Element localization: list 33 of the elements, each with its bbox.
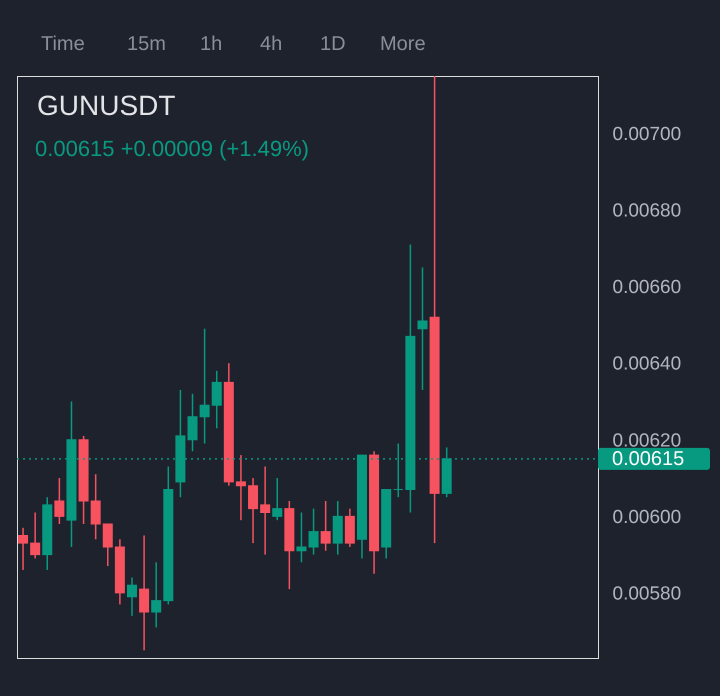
candlestick — [90, 473, 101, 540]
candlestick — [248, 477, 258, 544]
candlestick — [320, 500, 331, 552]
y-tick-label: 0.00660 — [612, 277, 682, 298]
candlestick — [200, 328, 210, 444]
candlestick — [102, 523, 113, 567]
candlestick — [212, 370, 222, 430]
candlestick — [18, 527, 28, 571]
text: 1D — [320, 33, 346, 55]
candlestick — [417, 266, 428, 391]
candlestick — [188, 393, 198, 452]
y-tick-label: 0.00640 — [612, 354, 682, 375]
y-tick-label: 0.00600 — [612, 506, 682, 528]
candlestick — [272, 477, 282, 521]
y-tick-label: 0.00580 — [612, 583, 682, 604]
candlestick — [151, 562, 162, 628]
text: 1h — [200, 33, 222, 55]
candlestick — [126, 576, 137, 617]
text: 4h — [260, 33, 282, 55]
text: More — [380, 33, 426, 55]
candlestick — [260, 466, 270, 556]
candlestick — [308, 508, 319, 556]
candlestick — [296, 512, 306, 564]
candlestick — [54, 477, 64, 525]
text: Time — [41, 33, 85, 55]
candlestick — [30, 512, 40, 560]
y-tick-label: 0.00700 — [612, 124, 682, 145]
text: GUNUSDT — [37, 90, 176, 121]
candlestick — [139, 534, 150, 652]
text: 15m — [127, 33, 166, 55]
y-tick-label: 0.00680 — [612, 200, 682, 222]
text: 0.00615 +0.00009 (+1.49%) — [35, 136, 310, 161]
candlestick — [236, 454, 246, 521]
